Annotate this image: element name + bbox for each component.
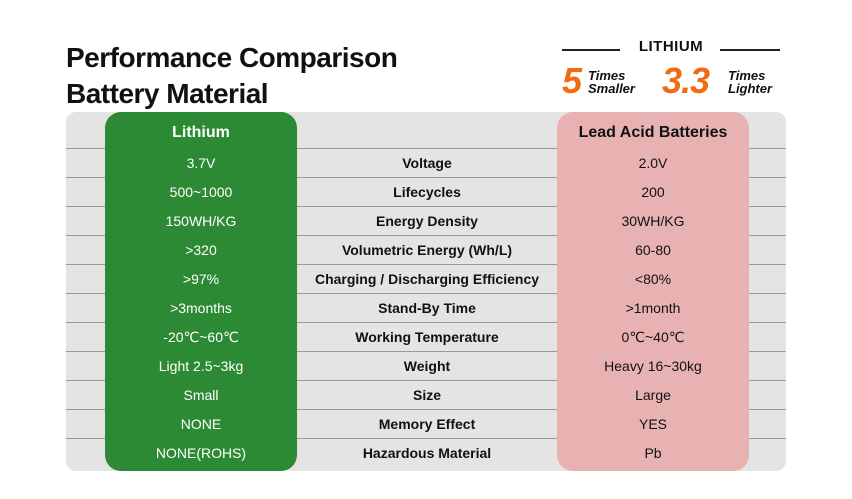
row-divider <box>66 206 786 207</box>
stat-number: 5 <box>562 60 582 101</box>
metric-hazardous-material: Hazardous Material <box>362 445 492 461</box>
lead-acid-value-size: Large <box>635 387 671 403</box>
badge-header: LITHIUM <box>562 38 780 58</box>
row-divider <box>66 438 786 439</box>
lead-acid-value-voltage: 2.0V <box>638 155 668 171</box>
lithium-column <box>105 112 297 471</box>
metric-efficiency: Charging / Discharging Efficiency <box>314 271 540 287</box>
stat-label: Times Lighter <box>728 69 772 95</box>
title-line-1: Performance Comparison <box>66 42 398 73</box>
page-title: Performance Comparison Battery Material <box>66 40 398 112</box>
metric-volumetric-energy: Volumetric Energy (Wh/L) <box>341 242 513 258</box>
row-divider <box>66 380 786 381</box>
metric-working-temperature: Working Temperature <box>355 329 499 345</box>
lead-acid-value-volumetric-energy: 60-80 <box>635 242 671 258</box>
metric-weight: Weight <box>403 358 451 374</box>
lead-acid-value-energy-density: 30WH/KG <box>621 213 685 229</box>
row-divider <box>66 351 786 352</box>
metric-voltage: Voltage <box>402 155 452 171</box>
lithium-value-energy-density: 150WH/KG <box>165 213 237 229</box>
lead-acid-column-header: Lead Acid Batteries <box>578 124 728 141</box>
stat-label-line2: Lighter <box>728 81 773 96</box>
row-divider <box>66 409 786 410</box>
lead-acid-value-standby-time: >1month <box>625 300 681 316</box>
metric-memory-effect: Memory Effect <box>378 416 476 432</box>
badge-divider-right <box>720 49 780 51</box>
lead-acid-column <box>557 112 749 471</box>
badge-title: LITHIUM <box>638 38 704 55</box>
metric-size: Size <box>412 387 441 403</box>
row-divider <box>66 177 786 178</box>
stat-label-line1: Times <box>728 68 766 83</box>
stat-number: 3.3 <box>662 60 710 101</box>
lithium-value-hazardous-material: NONE(ROHS) <box>155 445 247 461</box>
lithium-value-lifecycles: 500~1000 <box>169 184 233 200</box>
metric-energy-density: Energy Density <box>376 213 478 229</box>
lead-acid-value-working-temperature: 0℃~40℃ <box>621 329 685 345</box>
lead-acid-value-efficiency: <80% <box>634 271 672 287</box>
row-divider <box>66 264 786 265</box>
lead-acid-value-lifecycles: 200 <box>641 184 665 200</box>
lithium-badge: LITHIUM 5 Times Smaller 3.3 Times Lighte… <box>562 38 780 100</box>
row-divider <box>66 293 786 294</box>
lead-acid-value-weight: Heavy 16~30kg <box>604 358 702 374</box>
lithium-column-header: Lithium <box>172 124 230 141</box>
lithium-value-standby-time: >3months <box>170 300 232 316</box>
lithium-value-voltage: 3.7V <box>186 155 216 171</box>
stat-label: Times Smaller <box>588 69 635 95</box>
row-divider <box>66 148 786 149</box>
lithium-value-memory-effect: NONE <box>180 416 222 432</box>
badge-divider-left <box>562 49 620 51</box>
stat-label-line1: Times <box>588 68 626 83</box>
row-divider <box>66 322 786 323</box>
metric-lifecycles: Lifecycles <box>393 184 461 200</box>
lithium-value-working-temperature: -20℃~60℃ <box>163 329 239 345</box>
row-divider <box>66 235 786 236</box>
stat-label-line2: Smaller <box>588 81 635 96</box>
metric-standby-time: Stand-By Time <box>378 300 476 316</box>
lead-acid-value-hazardous-material: Pb <box>644 445 662 461</box>
lithium-value-efficiency: >97% <box>182 271 220 287</box>
lithium-value-weight: Light 2.5~3kg <box>158 358 244 374</box>
lithium-value-volumetric-energy: >320 <box>185 242 217 258</box>
title-line-2: Battery Material <box>66 78 269 109</box>
lithium-value-size: Small <box>183 387 219 403</box>
lead-acid-value-memory-effect: YES <box>638 416 667 432</box>
